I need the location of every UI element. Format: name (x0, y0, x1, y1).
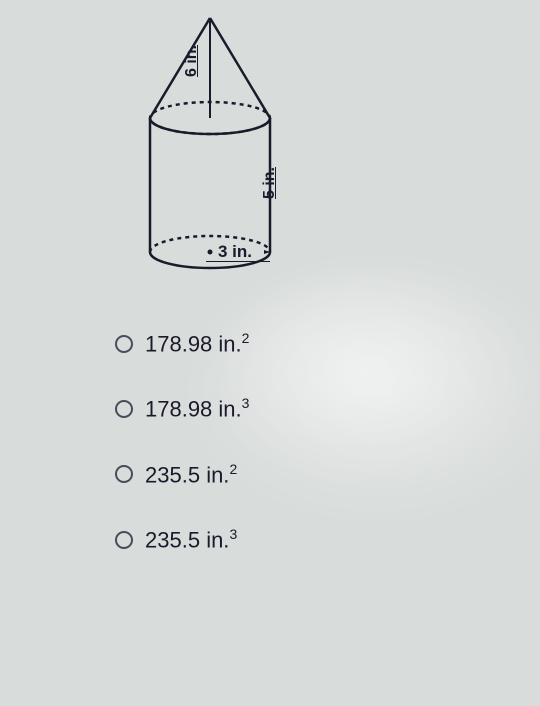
radius-underline (206, 261, 270, 262)
answer-options: 178.98 in.2 178.98 in.3 235.5 in.2 235.5… (115, 330, 540, 553)
radio-icon (115, 335, 133, 353)
cone-height-label: 6 in. (183, 45, 201, 77)
option-a[interactable]: 178.98 in.2 (115, 330, 540, 357)
option-label: 178.98 in.2 (145, 330, 249, 357)
option-d[interactable]: 235.5 in.3 (115, 526, 540, 553)
option-label: 178.98 in.3 (145, 395, 249, 422)
radius-label: 3 in. (218, 242, 252, 262)
geometry-diagram: 6 in. 5 in. 3 in. (110, 10, 330, 290)
radio-icon (115, 465, 133, 483)
option-b[interactable]: 178.98 in.3 (115, 395, 540, 422)
question-content: 6 in. 5 in. 3 in. 178.98 in.2 178.98 in.… (0, 0, 540, 553)
radio-icon (115, 531, 133, 549)
radio-icon (115, 400, 133, 418)
option-c[interactable]: 235.5 in.2 (115, 461, 540, 488)
option-label: 235.5 in.2 (145, 461, 237, 488)
cylinder-height-label: 5 in. (261, 167, 279, 199)
option-label: 235.5 in.3 (145, 526, 237, 553)
